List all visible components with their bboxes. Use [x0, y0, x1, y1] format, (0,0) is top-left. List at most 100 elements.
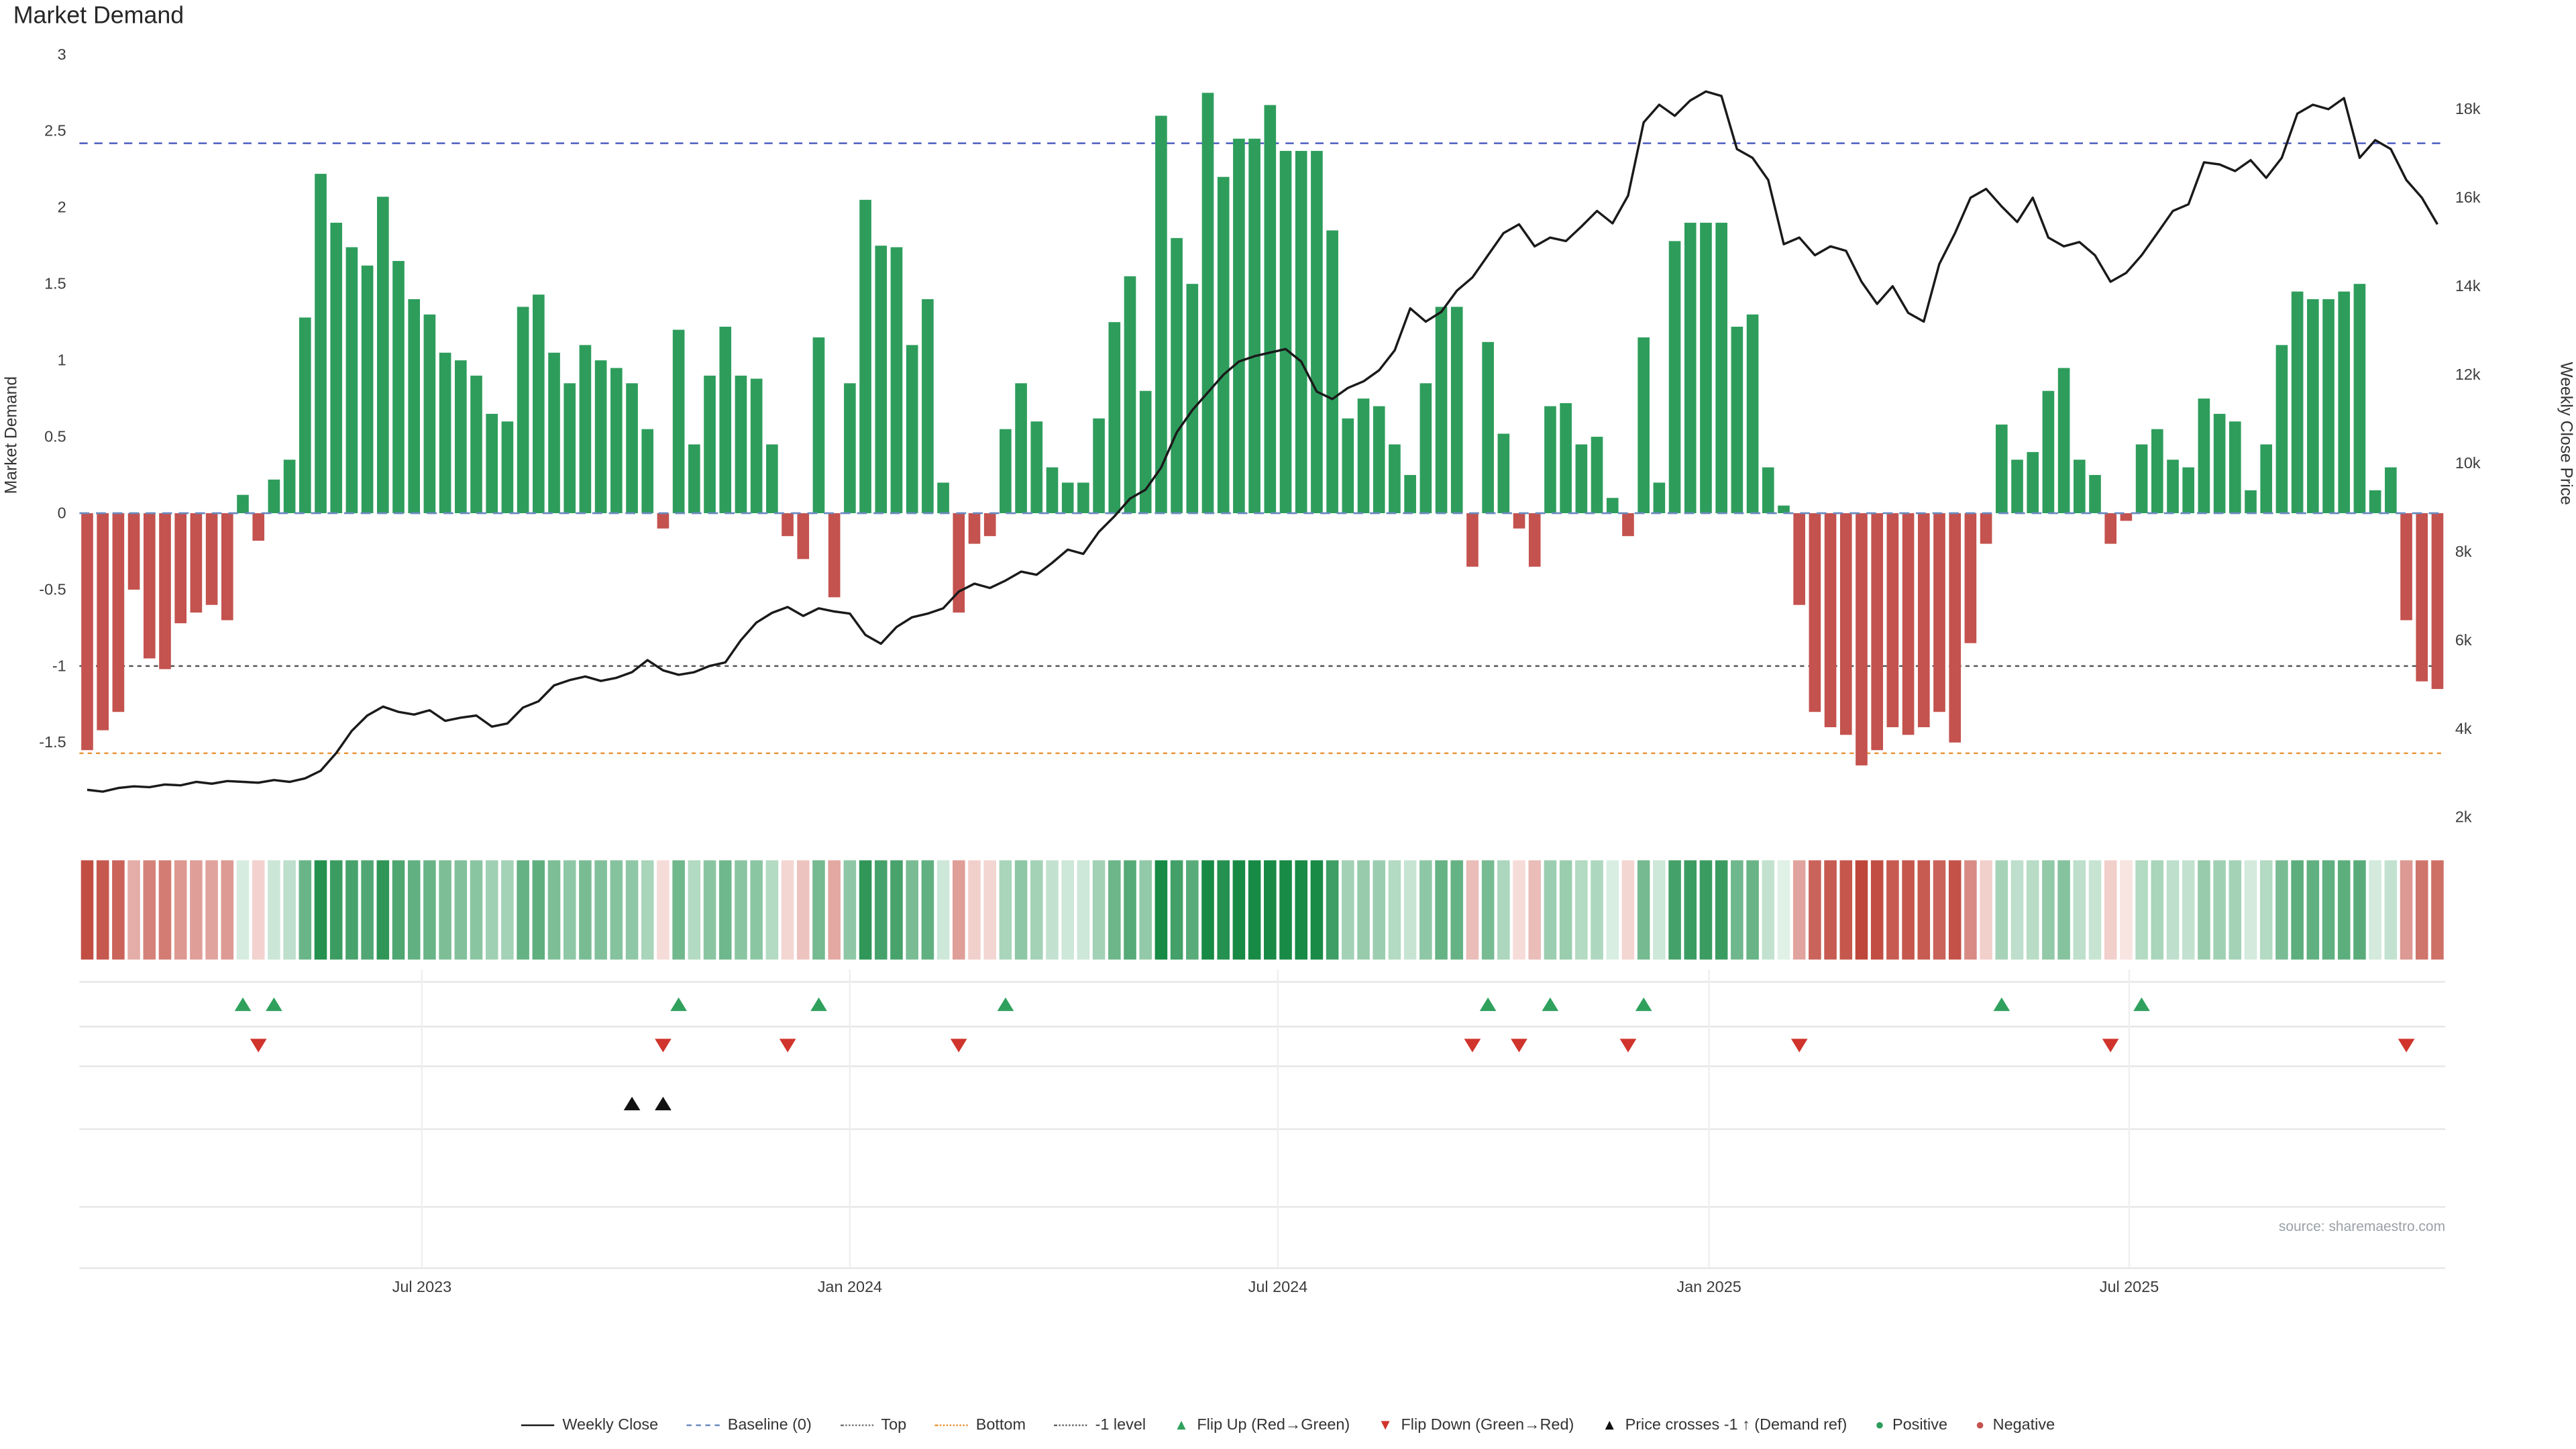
legend-circle-icon: ●: [1975, 1416, 1985, 1433]
heatmap-cell: [735, 860, 747, 960]
heatmap-cell: [1559, 860, 1572, 960]
heatmap-cell: [1435, 860, 1448, 960]
heatmap-cell: [1124, 860, 1136, 960]
heatmap-cell: [1731, 860, 1743, 960]
heatmap-cell: [594, 860, 607, 960]
demand-bar: [1015, 383, 1027, 514]
flip-up-marker: [670, 997, 687, 1012]
demand-bar: [2089, 475, 2101, 514]
demand-bar: [361, 265, 374, 514]
flip-down-marker: [655, 1038, 672, 1053]
heatmap-cell: [672, 860, 685, 960]
demand-bar: [1668, 241, 1681, 514]
demand-bar: [1311, 150, 1323, 514]
y-right-tick-label: 2k: [2455, 808, 2472, 826]
demand-bar: [828, 513, 841, 598]
heatmap-cell: [1155, 860, 1168, 960]
heatmap-cell: [2026, 860, 2039, 960]
heatmap-cell: [174, 860, 187, 960]
demand-bar: [1248, 138, 1260, 514]
heatmap-cell: [1419, 860, 1432, 960]
demand-bar: [1450, 307, 1463, 514]
heatmap-cell: [485, 860, 498, 960]
heatmap-cell: [2337, 860, 2351, 960]
demand-bar: [1295, 150, 1307, 514]
demand-bar: [579, 345, 592, 514]
heatmap-cell: [1061, 860, 1074, 960]
legend-item: Baseline (0): [686, 1416, 812, 1434]
y-left-tick-label: 1.5: [44, 275, 66, 292]
heatmap-cell: [2151, 860, 2164, 960]
legend-item: Bottom: [934, 1416, 1026, 1434]
demand-bar: [1077, 482, 1089, 514]
demand-bar: [1124, 276, 1136, 514]
demand-bar: [221, 513, 233, 621]
heatmap-cell: [361, 860, 374, 960]
x-tick-label: Jul 2025: [2100, 1278, 2159, 1295]
heatmap-cell: [688, 860, 701, 960]
heatmap-cell: [657, 860, 669, 960]
price-cross-marker: [655, 1096, 672, 1111]
heatmap-cell: [2073, 860, 2086, 960]
heatmap-cell: [2120, 860, 2133, 960]
heatmap-cell: [1450, 860, 1464, 960]
demand-bar: [906, 345, 918, 514]
heatmap-cell: [407, 860, 421, 960]
legend-item: ▲ Flip Up (Red→Green): [1174, 1416, 1350, 1434]
heatmap-cell: [158, 860, 172, 960]
heatmap-cell: [859, 860, 872, 960]
demand-bar: [1995, 424, 2008, 514]
heatmap-cell: [2306, 860, 2320, 960]
heatmap-cell: [1746, 860, 1759, 960]
heatmap-cell: [1668, 860, 1681, 960]
demand-bar: [2120, 513, 2133, 521]
demand-bar: [1357, 398, 1370, 514]
heatmap-cell: [2259, 860, 2273, 960]
heatmap-cell: [781, 860, 794, 960]
y-right-tick-label: 14k: [2455, 277, 2481, 294]
heatmap-cell: [392, 860, 405, 960]
flip-down-marker: [779, 1038, 796, 1053]
heatmap-cell: [112, 860, 125, 960]
heatmap-cell: [906, 860, 918, 960]
heatmap-cell: [1591, 860, 1603, 960]
heatmap-cell: [843, 860, 857, 960]
demand-bar: [1980, 513, 1992, 544]
heatmap-cell: [1902, 860, 1915, 960]
demand-bar: [97, 513, 109, 731]
demand-bar: [501, 421, 514, 514]
demand-bar: [1404, 475, 1416, 514]
heatmap-cell: [1357, 860, 1370, 960]
heatmap-cell: [2244, 860, 2257, 960]
demand-bar: [812, 337, 825, 514]
heatmap-cell: [610, 860, 623, 960]
y-right-tick-label: 16k: [2455, 189, 2481, 206]
demand-bar: [1715, 223, 1727, 514]
demand-bar: [2104, 513, 2117, 544]
heatmap-cell: [329, 860, 343, 960]
demand-bar: [533, 294, 545, 514]
heatmap-cell: [2213, 860, 2226, 960]
demand-bar: [688, 444, 700, 514]
demand-bar: [1575, 444, 1588, 514]
demand-bar: [345, 247, 358, 514]
heatmap-cell: [80, 860, 94, 960]
legend-label: Flip Down (Green→Red): [1401, 1416, 1574, 1435]
demand-bar: [1964, 513, 1977, 643]
demand-bar: [2245, 490, 2257, 514]
demand-bar: [2416, 513, 2428, 682]
heatmap-cell: [1917, 860, 1931, 960]
y-right-tick-label: 10k: [2455, 454, 2481, 472]
demand-bar: [750, 378, 763, 514]
demand-bar: [719, 327, 732, 514]
heatmap-cell: [532, 860, 545, 960]
demand-bar: [1544, 406, 1556, 514]
legend-item: ▼ Flip Down (Green→Red): [1378, 1416, 1574, 1434]
heatmap-cell: [1014, 860, 1028, 960]
heatmap-cell: [1621, 860, 1635, 960]
heatmap-cell: [190, 860, 203, 960]
demand-bar: [2167, 460, 2179, 514]
heatmap-cell: [1575, 860, 1588, 960]
heatmap-cell: [579, 860, 592, 960]
flip-down-marker: [2102, 1038, 2119, 1053]
